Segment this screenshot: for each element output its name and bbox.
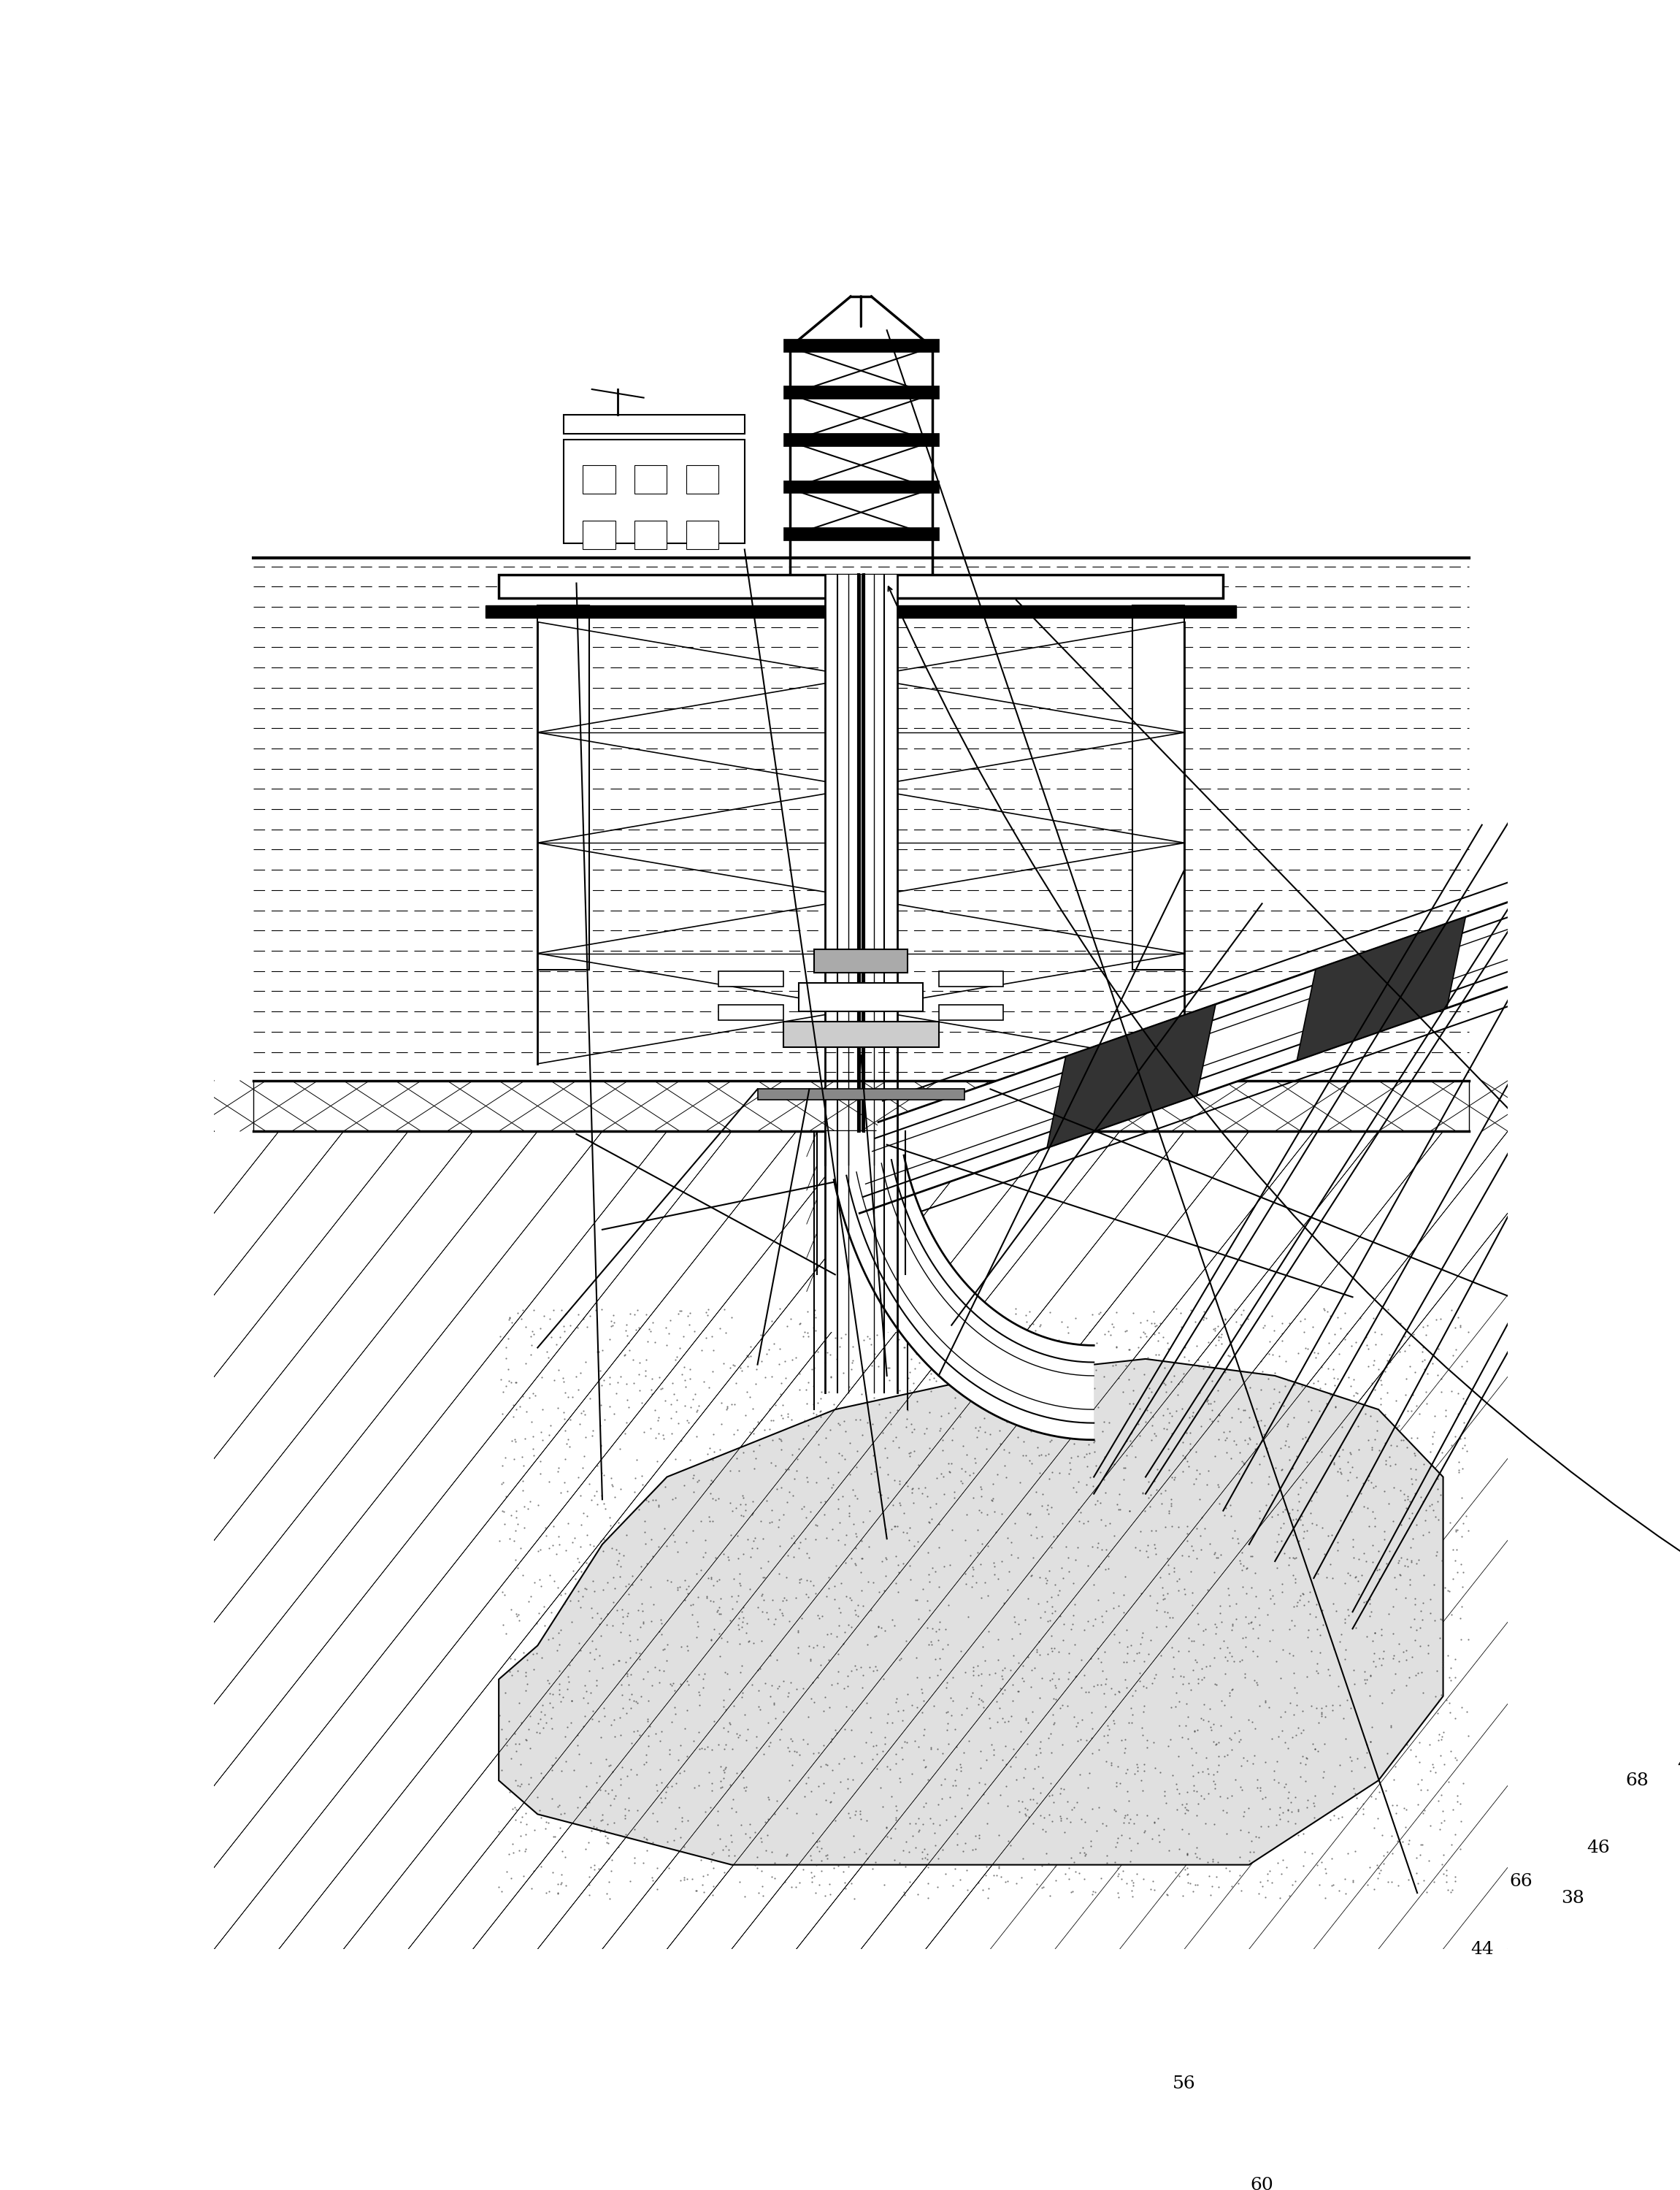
Polygon shape [1547,830,1680,972]
Polygon shape [254,1132,1468,1949]
Bar [800,983,922,1012]
Text: 60: 60 [1250,2177,1273,2190]
Polygon shape [1297,918,1465,1060]
Bar [687,521,719,550]
Text: 40: 40 [1677,1754,1680,1772]
Text: 66: 66 [1509,1872,1532,1890]
Bar [719,1005,783,1021]
Bar [815,948,907,972]
Text: 68: 68 [1626,1772,1648,1789]
Bar [939,970,1003,986]
Polygon shape [860,817,1680,1213]
Text: 38: 38 [1561,1890,1584,1907]
Bar [939,1005,1003,1021]
Bar [783,480,939,493]
Bar [563,414,744,434]
Bar [783,385,939,399]
Bar [499,574,1223,598]
Polygon shape [1047,1005,1216,1148]
Bar [687,464,719,493]
Bar [538,604,590,970]
Polygon shape [499,1360,1443,1866]
Bar [635,464,667,493]
Text: 46: 46 [1588,1840,1609,1857]
Bar [783,1023,939,1047]
Bar [1132,604,1184,970]
Bar [758,1088,964,1099]
Bar [719,970,783,986]
Bar [783,528,939,541]
Text: 56: 56 [1173,2076,1196,2091]
Text: 44: 44 [1470,1940,1494,1958]
Bar [635,521,667,550]
Bar [783,434,939,447]
Bar [486,604,1236,618]
Bar [783,339,939,353]
Polygon shape [833,1156,1094,1439]
Bar [825,574,897,1027]
Bar [583,464,615,493]
Bar [583,521,615,550]
Bar [563,440,744,543]
Polygon shape [254,1080,1468,1132]
Bar [825,1132,897,1332]
